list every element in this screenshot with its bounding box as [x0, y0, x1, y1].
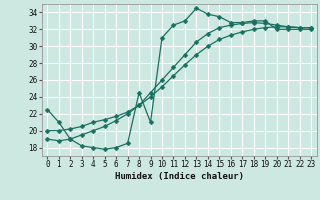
X-axis label: Humidex (Indice chaleur): Humidex (Indice chaleur) [115, 172, 244, 181]
